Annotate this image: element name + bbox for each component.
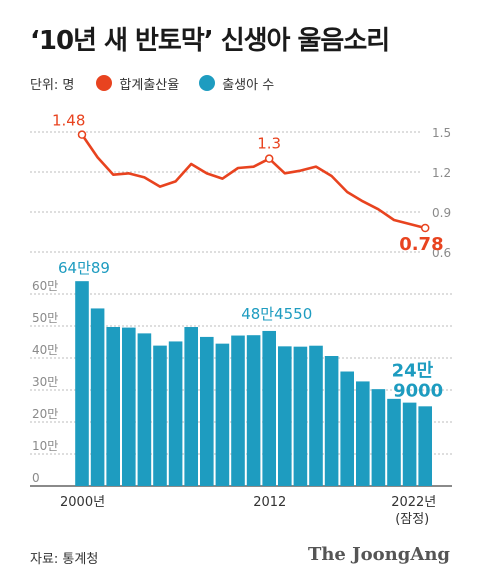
births-bar — [200, 336, 214, 486]
bar-y-tick-label: 50만 — [32, 311, 58, 325]
fertility-rate-data-label: 0.78 — [399, 234, 443, 255]
x-tick-label: 2000년 — [60, 495, 105, 510]
bar-y-tick-label: 20만 — [32, 407, 58, 421]
line-series — [77, 130, 430, 233]
x-tick-label: 2012 — [253, 495, 286, 510]
line-y-tick-label: 1.5 — [432, 126, 451, 140]
line-gridlines — [30, 131, 422, 253]
bar-y-tick-label: 0 — [32, 471, 40, 485]
births-swatch-icon — [199, 75, 216, 91]
fertility-rate-data-label: 1.3 — [257, 135, 281, 153]
bar-y-tick-label: 30만 — [32, 375, 58, 389]
fertility-rate-point — [420, 223, 430, 233]
births-bar — [418, 406, 432, 486]
births-data-label: 48만4550 — [241, 305, 312, 323]
line-y-tick-label: 0.6 — [432, 246, 451, 260]
line-annotations: 1.48 1.3 0.78 — [52, 112, 444, 255]
births-bar — [293, 346, 308, 486]
line-y-tick-label: 0.9 — [432, 206, 451, 220]
births-bar — [309, 345, 323, 486]
source-note: 자료: 통계청 — [30, 552, 99, 567]
bar-y-tick-label: 10만 — [32, 439, 58, 453]
fertility-rate-point — [264, 154, 274, 163]
legend-label-fertility-rate: 합계출산율 — [119, 77, 180, 93]
births-bar — [371, 389, 386, 486]
births-bar — [324, 356, 339, 486]
chart-title: ‘10년 새 반토막’ 신생아 울음소리 — [30, 26, 390, 56]
fertility-rate-swatch-icon — [96, 75, 113, 91]
bar-y-tick-label: 60만 — [32, 279, 58, 293]
fertility-rate-line — [80, 133, 426, 230]
legend: 단위: 명 합계출산율 출생아 수 — [30, 72, 294, 94]
births-data-label: 9000 — [393, 380, 443, 401]
births-bar — [122, 327, 136, 486]
bar-y-tick-label: 40만 — [32, 343, 58, 357]
bar-x-axis: 2000년 2012 2022년 (잠정) — [60, 495, 436, 527]
births-bar — [153, 345, 167, 486]
births-bar — [231, 335, 245, 486]
legend-label-births: 출생아 수 — [222, 77, 275, 93]
births-bar — [262, 330, 276, 486]
births-bar — [356, 381, 370, 486]
unit-label: 단위: 명 — [30, 77, 75, 93]
births-bar — [246, 335, 261, 486]
births-data-label: 64만89 — [58, 259, 110, 277]
bar-series — [75, 281, 432, 486]
births-bar — [387, 398, 401, 486]
births-bar — [340, 371, 354, 486]
bar-y-axis: 60만 50만 40만 30만 20만 10만 0 — [32, 279, 58, 485]
line-y-tick-label: 1.2 — [432, 166, 451, 180]
legend-item-fertility-rate: 합계출산율 — [96, 74, 179, 93]
births-bar — [168, 341, 183, 486]
x-tick-label: 2022년 — [391, 495, 436, 510]
fertility-rate-data-label: 1.48 — [52, 112, 85, 130]
legend-item-births: 출생아 수 — [199, 74, 274, 93]
births-bar — [106, 326, 120, 486]
x-tick-label: (잠정) — [395, 512, 429, 527]
line-y-axis: 1.5 1.2 0.9 0.6 — [432, 126, 451, 260]
births-bar — [137, 333, 152, 486]
births-bar — [215, 343, 230, 486]
births-bar — [90, 308, 105, 486]
births-bar — [278, 346, 292, 486]
births-bar — [402, 402, 417, 486]
births-data-label: 24만 — [392, 360, 434, 381]
fertility-rate-point — [77, 130, 87, 139]
births-bar — [184, 327, 198, 486]
brand-logo: The JoongAng — [307, 544, 450, 565]
births-bar — [75, 281, 89, 486]
